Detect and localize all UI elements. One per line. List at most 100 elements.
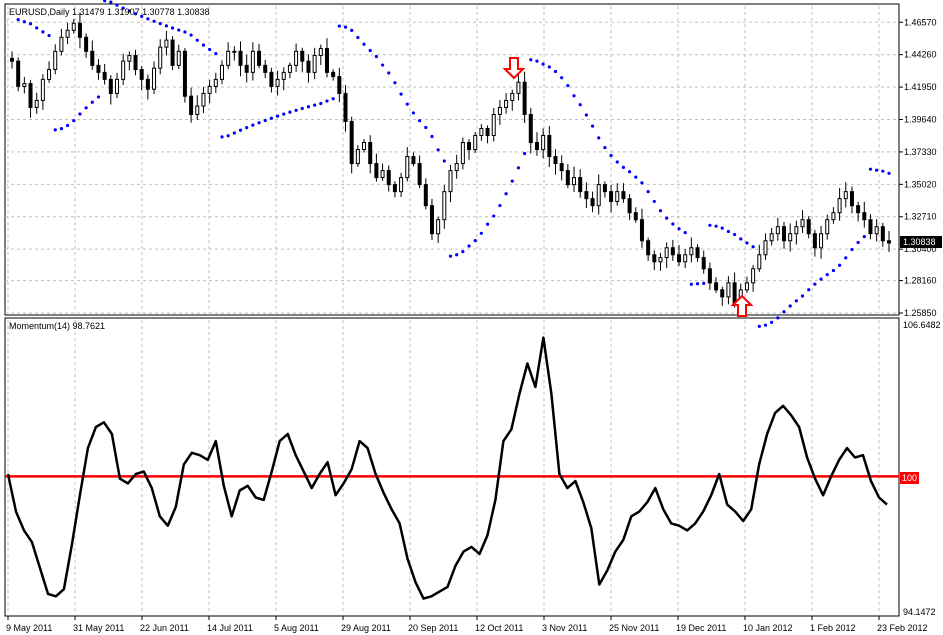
psar-dot xyxy=(887,171,891,176)
candle-body xyxy=(880,226,885,242)
candle-body xyxy=(460,142,465,165)
psar-dot xyxy=(436,148,440,152)
candle-body xyxy=(602,184,607,193)
time-tick-label: 14 Jul 2011 xyxy=(207,623,253,633)
candle-body xyxy=(782,226,787,242)
candle-body xyxy=(232,50,237,53)
psar-dot xyxy=(695,282,700,286)
psar-dot xyxy=(770,320,774,324)
candle-body xyxy=(757,254,762,270)
candle-body xyxy=(559,163,564,172)
candle-body xyxy=(411,156,416,165)
candle-body xyxy=(744,282,749,291)
psar-dot xyxy=(609,153,613,158)
psar-dot xyxy=(103,0,107,3)
psar-dot xyxy=(84,106,88,110)
psar-dot xyxy=(628,170,632,174)
candle-body xyxy=(726,282,731,298)
candle-body xyxy=(139,69,144,80)
candle-body xyxy=(819,233,824,249)
psar-dot xyxy=(875,168,879,172)
psar-dot xyxy=(621,165,626,169)
psar-dot xyxy=(72,119,76,123)
psar-dot xyxy=(652,199,656,204)
psar-dot xyxy=(22,20,26,24)
main-price-axis: 1.46570 1.44260 1.41950 1.39640 1.37330 1.350… xyxy=(899,17,937,318)
psar-dot xyxy=(473,238,477,243)
candle-body xyxy=(306,60,311,73)
candle-body xyxy=(689,247,694,256)
candle-body xyxy=(806,219,811,235)
psar-dot xyxy=(288,110,292,114)
psar-dot xyxy=(776,316,780,320)
candle-body xyxy=(244,64,249,73)
psar-dot xyxy=(47,33,51,38)
time-tick-label: 9 May 2011 xyxy=(6,623,52,633)
candle-body xyxy=(572,177,577,186)
candle-body xyxy=(485,127,490,137)
psar-dot xyxy=(65,123,70,128)
current-price-tag xyxy=(900,236,942,248)
candle-body xyxy=(195,105,200,115)
candle-body xyxy=(547,135,552,158)
psar-dot xyxy=(424,125,428,130)
psar-dot xyxy=(485,222,490,226)
candle-body xyxy=(534,142,539,151)
psar-dot xyxy=(325,99,329,103)
psar-dot xyxy=(461,250,465,254)
psar-dot xyxy=(578,103,582,107)
candle-body xyxy=(22,83,27,87)
psar-dot xyxy=(319,101,323,106)
price-tick-label: 1.46570 xyxy=(904,17,937,27)
candle-body xyxy=(90,50,95,66)
time-tick-label: 5 Aug 2011 xyxy=(274,623,319,633)
psar-dot xyxy=(393,81,397,85)
candle-body xyxy=(609,191,614,202)
candle-body xyxy=(71,22,76,31)
candle-body xyxy=(158,46,163,69)
psar-dot xyxy=(226,134,230,138)
psar-dot xyxy=(201,43,206,47)
psar-dot xyxy=(541,62,545,66)
candle-body xyxy=(565,170,570,186)
chart-title: EURUSD,Daily 1.31479 1.31907 1.30778 1.3… xyxy=(9,7,210,17)
psar-dot xyxy=(331,97,335,101)
candle-body xyxy=(219,64,224,80)
psar-dot xyxy=(658,209,663,213)
time-tick-label: 3 Nov 2011 xyxy=(542,623,587,633)
psar-dot xyxy=(603,145,607,150)
parabolic-sar-dots xyxy=(16,0,891,328)
candle-body xyxy=(516,81,521,94)
candle-body xyxy=(324,48,329,73)
candle-body xyxy=(627,198,632,214)
momentum-axis: 106.6482 94.1472 xyxy=(903,320,941,617)
psar-dot xyxy=(170,26,175,30)
candle-body xyxy=(423,184,428,207)
psar-dot xyxy=(732,232,737,237)
candle-body xyxy=(800,219,805,228)
price-tick-label: 1.35020 xyxy=(904,179,937,189)
current-price-label: 1.30838 xyxy=(903,237,936,247)
psar-dot xyxy=(368,48,372,53)
psar-dot xyxy=(257,121,261,125)
candle-body xyxy=(732,282,737,305)
time-tick-label: 23 Feb 2012 xyxy=(877,623,928,633)
candle-body xyxy=(479,127,484,137)
psar-dot xyxy=(115,3,119,7)
psar-dot xyxy=(714,224,718,228)
candle-body xyxy=(263,64,268,73)
psar-dot xyxy=(572,94,576,98)
psar-dot xyxy=(819,277,823,281)
candle-body xyxy=(467,142,472,151)
candle-body xyxy=(312,55,317,73)
psar-dot xyxy=(856,240,860,245)
candle-body xyxy=(812,233,817,249)
psar-dot xyxy=(59,127,64,131)
main-panel-frame xyxy=(4,3,900,316)
psar-dot xyxy=(362,42,366,46)
momentum-title: Momentum(14) 98.7621 xyxy=(9,321,105,331)
psar-dot xyxy=(726,229,731,234)
psar-dot xyxy=(220,135,224,139)
price-tick-label: 1.28160 xyxy=(904,276,937,286)
candle-body xyxy=(504,99,509,108)
